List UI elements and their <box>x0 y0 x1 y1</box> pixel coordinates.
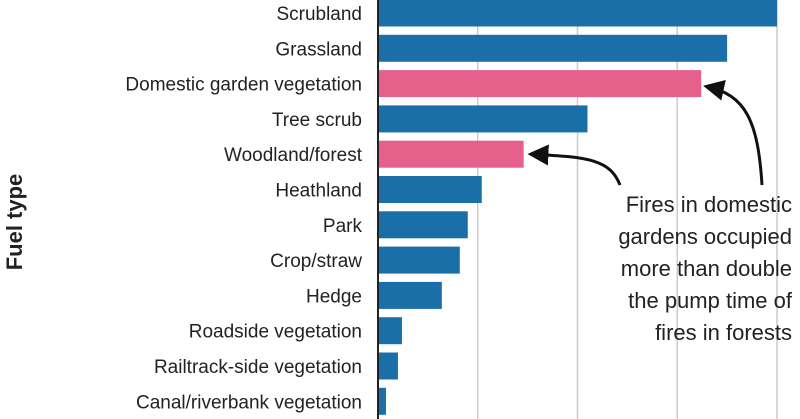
annotation-text: gardens occupied <box>618 224 792 249</box>
category-label: Domestic garden vegetation <box>125 75 362 96</box>
category-labels: Scrubland Grassland Domestic garden vegeta… <box>125 4 362 413</box>
category-label: Roadside vegetation <box>189 322 362 343</box>
y-axis-label: Fuel type <box>2 174 27 271</box>
bar <box>378 176 482 203</box>
bar <box>378 246 460 274</box>
annotation-text: fires in forests <box>655 320 792 345</box>
category-label: Woodland/forest <box>224 145 363 166</box>
bar <box>378 387 386 415</box>
bars <box>378 0 777 415</box>
category-label: Hedge <box>306 286 362 307</box>
bar <box>378 352 398 380</box>
bar <box>378 34 728 62</box>
category-label: Grassland <box>275 39 362 60</box>
category-label: Canal/riverbank vegetation <box>136 392 362 413</box>
bar <box>378 0 777 27</box>
bar <box>378 317 402 345</box>
bar <box>378 281 442 309</box>
bar <box>378 140 524 168</box>
category-label: Railtrack-side vegetation <box>154 357 362 378</box>
category-label: Scrubland <box>276 4 362 25</box>
annotation-text: the pump time of <box>628 288 793 313</box>
annotation: Fires in domestic gardens occupied more th… <box>527 80 793 345</box>
grid-lines <box>477 0 778 419</box>
annotation-arrow <box>527 144 622 186</box>
bar <box>378 105 588 133</box>
category-label: Crop/straw <box>270 251 362 272</box>
annotation-text: Fires in domestic <box>626 192 792 217</box>
bar <box>378 70 702 98</box>
category-label: Park <box>323 216 363 237</box>
annotation-arrow <box>703 80 764 186</box>
category-label: Tree scrub <box>272 110 362 131</box>
category-label: Heathland <box>275 181 362 202</box>
bar <box>378 211 468 239</box>
annotation-text: more than double <box>621 256 792 281</box>
